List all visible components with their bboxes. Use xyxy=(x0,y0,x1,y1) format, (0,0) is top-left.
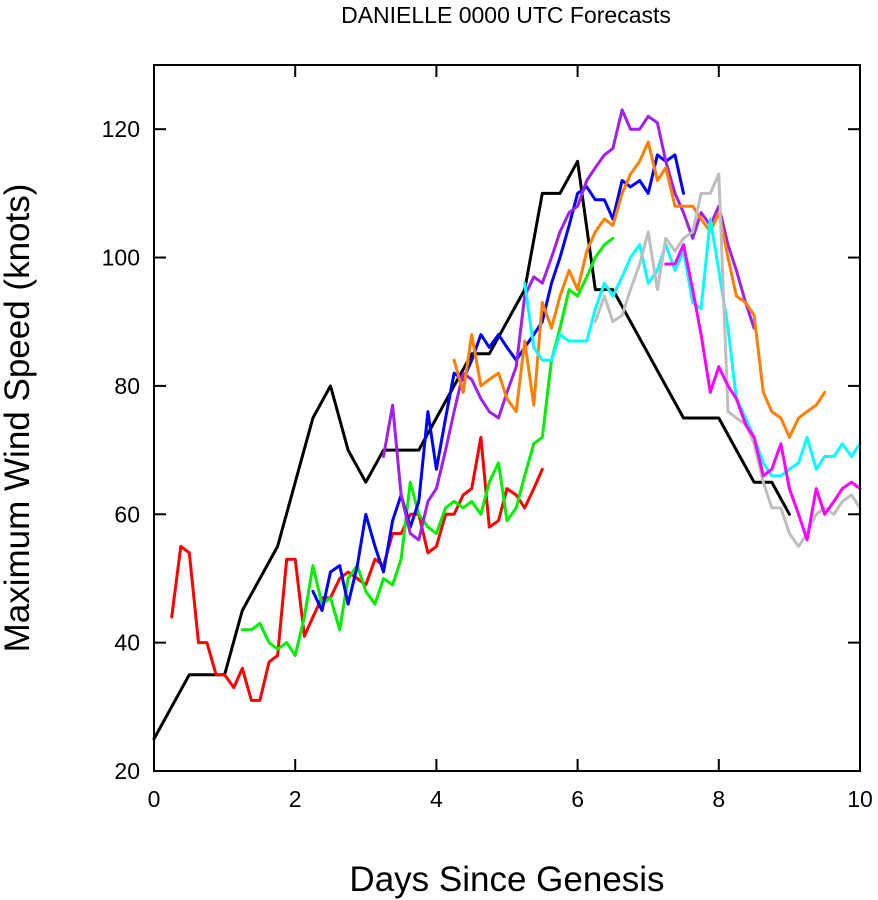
axes-layer: 0 2 4 6 8 10 20 40 60 80 100 120 xyxy=(102,65,873,812)
y-tick-label: 80 xyxy=(114,373,140,399)
series-line-4 xyxy=(311,153,685,612)
x-tick-label: 10 xyxy=(847,786,873,812)
x-tick-label: 4 xyxy=(430,786,443,812)
series-line-9 xyxy=(664,243,862,542)
x-tick-label: 6 xyxy=(571,786,584,812)
plot-frame xyxy=(153,64,861,772)
y-axis-label: Maximum Wind Speed (knots) xyxy=(0,184,37,653)
x-axis-label: Days Since Genesis xyxy=(349,860,664,899)
series-line-7 xyxy=(523,217,862,478)
x-tick-label: 2 xyxy=(289,786,302,812)
series-line-1 xyxy=(152,159,791,741)
series-line-8 xyxy=(593,172,862,548)
y-tick-label: 40 xyxy=(114,630,140,656)
y-tick-label: 120 xyxy=(102,116,140,142)
chart-title: DANIELLE 0000 UTC Forecasts xyxy=(341,2,671,28)
y-tick-label: 100 xyxy=(102,245,140,271)
x-tick-label: 8 xyxy=(712,786,725,812)
y-tick-label: 20 xyxy=(114,758,140,784)
series-line-6 xyxy=(452,140,827,439)
series-line-2 xyxy=(170,435,544,702)
x-tick-label: 0 xyxy=(148,786,161,812)
y-tick-label: 60 xyxy=(114,501,140,527)
series-line-5 xyxy=(382,108,756,542)
series-layer xyxy=(152,108,862,741)
